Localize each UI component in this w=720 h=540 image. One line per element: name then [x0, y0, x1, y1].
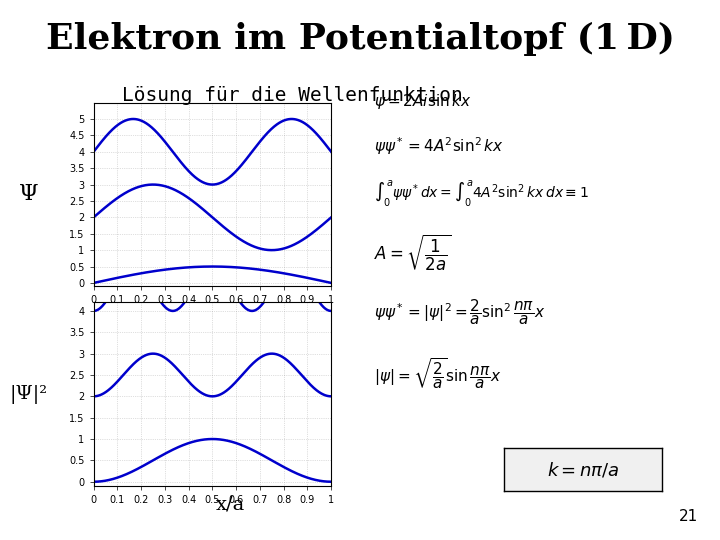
Text: $\psi\psi^* = 4A^2\sin^2 kx$: $\psi\psi^* = 4A^2\sin^2 kx$: [374, 135, 504, 157]
Text: $k = n\pi/a$: $k = n\pi/a$: [547, 460, 619, 480]
Text: Elektron im Potentialtopf (1 D): Elektron im Potentialtopf (1 D): [45, 22, 675, 56]
Text: $\psi\psi^* = |\psi|^2 = \dfrac{2}{a}\sin^2\dfrac{n\pi}{a}x$: $\psi\psi^* = |\psi|^2 = \dfrac{2}{a}\si…: [374, 297, 546, 327]
Text: 21: 21: [679, 509, 698, 524]
Text: $|\psi| = \sqrt{\dfrac{2}{a}}\sin\dfrac{n\pi}{a}x$: $|\psi| = \sqrt{\dfrac{2}{a}}\sin\dfrac{…: [374, 356, 502, 392]
Text: $\int_0^a \psi\psi^* dx = \int_0^a 4A^2\sin^2 kx\,dx \equiv 1$: $\int_0^a \psi\psi^* dx = \int_0^a 4A^2\…: [374, 178, 589, 208]
Text: x/a: x/a: [216, 496, 245, 514]
Text: |Ψ|²: |Ψ|²: [10, 384, 48, 404]
Text: $\psi = 2Ai\sin kx$: $\psi = 2Ai\sin kx$: [374, 92, 472, 111]
Text: Lösung für die Wellenfunktion: Lösung für die Wellenfunktion: [122, 86, 463, 105]
Text: Ψ: Ψ: [19, 184, 39, 205]
Text: $A = \sqrt{\dfrac{1}{2a}}$: $A = \sqrt{\dfrac{1}{2a}}$: [374, 232, 452, 273]
